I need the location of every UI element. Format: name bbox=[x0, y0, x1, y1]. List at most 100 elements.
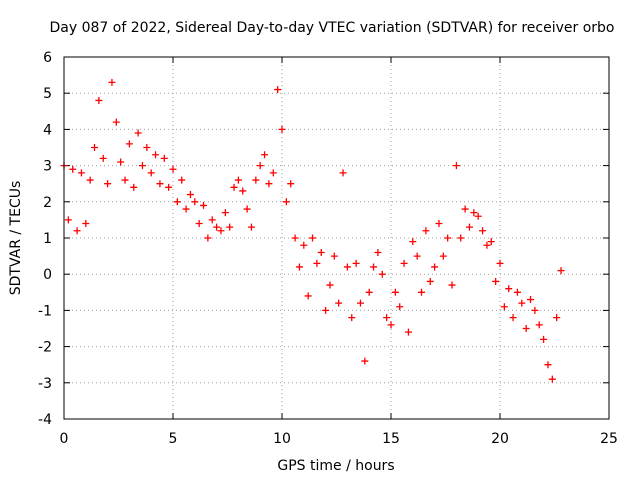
data-point bbox=[91, 144, 99, 151]
data-point bbox=[513, 288, 521, 296]
data-point bbox=[200, 201, 208, 209]
data-point bbox=[535, 321, 543, 329]
data-point bbox=[147, 169, 155, 177]
data-point bbox=[500, 303, 508, 311]
data-point bbox=[82, 220, 90, 228]
data-point bbox=[77, 169, 85, 177]
data-point bbox=[64, 216, 72, 224]
data-point bbox=[95, 96, 103, 104]
data-point bbox=[313, 259, 321, 267]
data-point bbox=[474, 212, 482, 220]
data-point bbox=[208, 216, 216, 224]
y-tick-label: -4 bbox=[38, 412, 52, 428]
data-point bbox=[343, 263, 351, 271]
data-point bbox=[160, 154, 168, 162]
data-point bbox=[234, 176, 242, 184]
data-point bbox=[352, 259, 360, 267]
data-point bbox=[112, 118, 120, 126]
data-point bbox=[269, 169, 277, 177]
data-point bbox=[217, 227, 225, 235]
data-point bbox=[540, 335, 548, 343]
data-point bbox=[309, 234, 317, 242]
data-point bbox=[239, 187, 247, 195]
data-point bbox=[195, 220, 203, 228]
y-tick-label: -1 bbox=[38, 303, 52, 319]
plot-frame bbox=[63, 56, 610, 420]
data-point bbox=[413, 252, 421, 260]
x-tick-label: 15 bbox=[382, 431, 400, 447]
data-point bbox=[335, 299, 343, 307]
data-markers bbox=[60, 78, 565, 383]
data-point bbox=[509, 314, 517, 322]
data-point bbox=[152, 151, 160, 159]
y-tick-label: 5 bbox=[43, 86, 52, 102]
data-point bbox=[322, 306, 330, 314]
data-point bbox=[261, 151, 269, 159]
data-point bbox=[396, 303, 404, 311]
data-point bbox=[557, 267, 565, 275]
data-point bbox=[156, 180, 164, 188]
data-point bbox=[317, 248, 325, 256]
x-tick-label: 10 bbox=[273, 431, 291, 447]
data-point bbox=[361, 357, 369, 365]
y-tick-label: -2 bbox=[38, 340, 52, 356]
data-point bbox=[544, 361, 552, 369]
data-point bbox=[121, 176, 129, 184]
data-point bbox=[130, 183, 138, 191]
data-point bbox=[505, 285, 513, 293]
data-point bbox=[492, 277, 500, 285]
data-point bbox=[108, 78, 116, 86]
data-point bbox=[426, 277, 434, 285]
data-point bbox=[143, 144, 151, 151]
data-point bbox=[282, 198, 290, 206]
data-point bbox=[291, 234, 299, 242]
y-tick-label: 3 bbox=[43, 159, 52, 175]
y-tick-label: 2 bbox=[43, 195, 52, 211]
data-point bbox=[370, 263, 378, 271]
data-point bbox=[287, 180, 295, 188]
chart-title: Day 087 of 2022, Sidereal Day-to-day VTE… bbox=[50, 20, 615, 36]
y-tick-label: 0 bbox=[43, 267, 52, 283]
data-point bbox=[178, 176, 186, 184]
data-point bbox=[391, 288, 399, 296]
data-point bbox=[252, 176, 260, 184]
data-point bbox=[73, 227, 81, 235]
data-point bbox=[365, 288, 373, 296]
data-point bbox=[125, 140, 133, 148]
data-point bbox=[527, 296, 535, 304]
data-point bbox=[522, 325, 530, 332]
data-point bbox=[326, 281, 334, 289]
data-point bbox=[444, 234, 452, 242]
data-point bbox=[518, 299, 526, 307]
data-point bbox=[383, 314, 391, 322]
data-point bbox=[186, 191, 194, 199]
data-point bbox=[452, 162, 460, 170]
x-tick-label: 0 bbox=[60, 431, 69, 447]
data-point bbox=[191, 198, 199, 206]
data-point bbox=[374, 248, 382, 256]
data-point bbox=[230, 183, 238, 191]
data-point bbox=[531, 306, 539, 314]
data-point bbox=[104, 180, 112, 188]
data-point bbox=[356, 299, 364, 307]
data-point bbox=[496, 259, 504, 267]
y-tick-label: 4 bbox=[43, 122, 52, 138]
data-point bbox=[422, 227, 430, 235]
data-point bbox=[226, 223, 234, 231]
data-point bbox=[169, 165, 177, 173]
data-point bbox=[330, 252, 338, 260]
data-point bbox=[465, 223, 473, 231]
data-point bbox=[435, 220, 443, 228]
data-point bbox=[553, 314, 561, 322]
data-point bbox=[117, 158, 125, 166]
x-tick-label: 25 bbox=[600, 431, 618, 447]
data-point bbox=[138, 162, 146, 170]
data-point bbox=[548, 375, 556, 383]
y-tick-label: 6 bbox=[43, 50, 52, 66]
data-point bbox=[400, 259, 408, 267]
x-tick-labels: 0 5 10 15 20 25 bbox=[60, 431, 618, 447]
x-axis-label: GPS time / hours bbox=[277, 458, 394, 474]
data-point bbox=[99, 154, 107, 162]
y-tick-label: 1 bbox=[43, 231, 52, 247]
data-point bbox=[300, 241, 308, 249]
